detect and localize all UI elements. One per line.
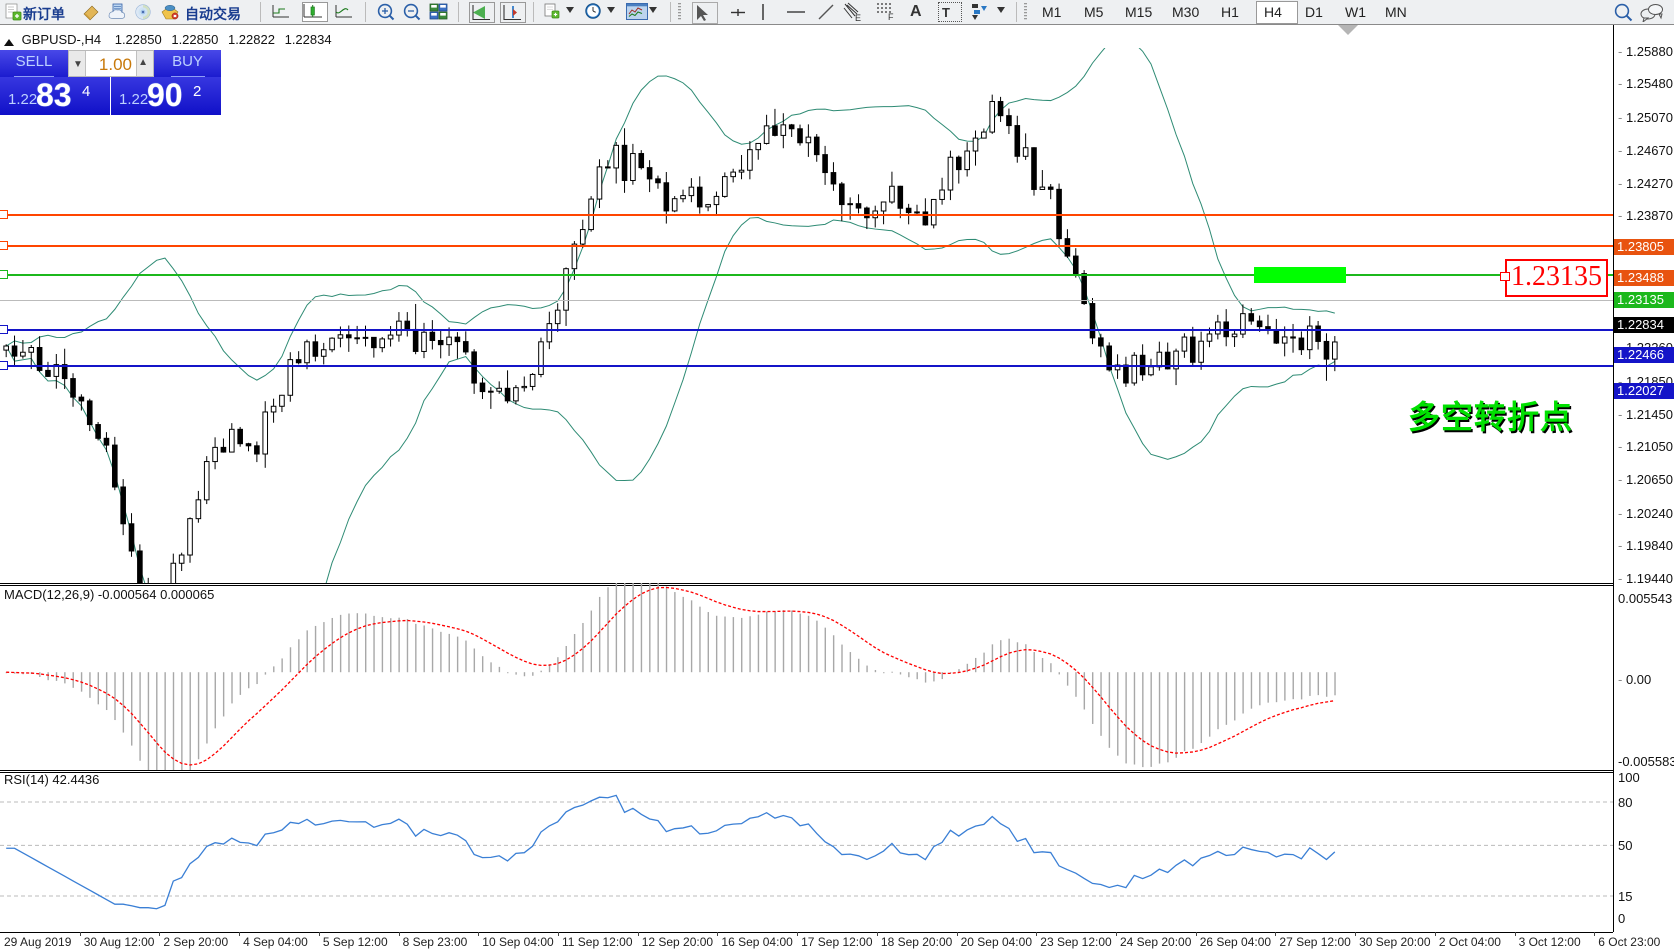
svg-text:F: F: [888, 12, 894, 20]
svg-text:E: E: [855, 13, 861, 22]
svg-text:T: T: [942, 5, 950, 20]
